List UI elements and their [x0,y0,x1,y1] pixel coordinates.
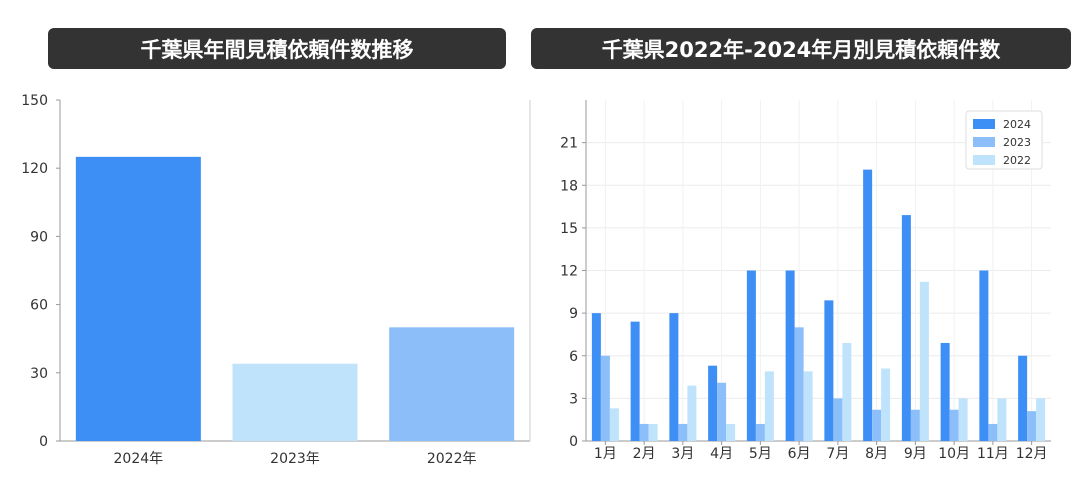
bar-2024-5月 [746,270,756,441]
bar-2023-7月 [833,398,843,441]
bar-2024-10月 [940,342,950,441]
x-tick-label: 3月 [671,446,694,462]
y-tick-label: 30 [30,366,48,382]
y-tick-label: 150 [21,93,48,109]
bar-2023-9月 [910,409,920,441]
bar-2024-7月 [824,300,834,441]
x-tick-label: 6月 [788,446,811,462]
x-tick-label: 4月 [710,446,733,462]
y-tick-label: 9 [569,306,578,322]
bar-2024-4月 [708,365,718,441]
bar-2022-6月 [803,371,813,441]
bar-2023-6月 [794,327,804,441]
annual-chart-title: 千葉県年間見積依頼件数推移 [48,28,506,69]
x-tick-label: 7月 [826,446,849,462]
x-tick-label: 1月 [594,446,617,462]
y-tick-label: 90 [30,229,48,245]
bar-2022-12月 [1036,398,1046,441]
bar-2022-10月 [958,398,968,441]
y-tick-label: 15 [560,221,578,237]
bar-2023-8月 [872,409,882,441]
bar-2023-10月 [949,409,959,441]
x-tick-label: 12月 [1016,446,1048,462]
y-tick-label: 120 [21,161,48,177]
y-tick-label: 3 [569,391,578,407]
x-tick-label: 8月 [865,446,888,462]
bar-2024-11月 [979,270,989,441]
y-tick-label: 0 [569,434,578,450]
bar-2022-8月 [881,368,891,441]
legend-label-2023: 2023 [1003,136,1031,149]
bar-2024-2月 [630,321,640,441]
bar-2022年 [389,327,515,441]
bar-2023-5月 [755,423,765,441]
bar-2023-11月 [988,423,998,441]
bar-2023-3月 [678,423,688,441]
x-tick-label: 2023年 [270,451,320,467]
bar-2022-5月 [764,371,774,441]
y-tick-label: 60 [30,298,48,314]
bar-2022-7月 [842,342,852,441]
y-tick-label: 6 [569,349,578,365]
bar-2024-12月 [1018,355,1028,441]
y-tick-label: 12 [560,264,578,280]
legend-swatch-2023 [973,137,995,147]
x-tick-label: 9月 [904,446,927,462]
bar-2023-2月 [639,423,649,441]
bar-2024年 [75,156,201,442]
bar-2023-4月 [717,382,727,441]
bar-2023-12月 [1027,411,1037,441]
bar-2024-3月 [669,313,679,441]
legend-label-2022: 2022 [1003,154,1031,167]
bar-2022-9月 [919,281,929,441]
monthly-chart-title: 千葉県2022年-2024年月別見積依頼件数 [531,28,1071,69]
y-tick-label: 18 [560,178,578,194]
x-tick-label: 5月 [749,446,772,462]
bar-2024-1月 [591,313,601,441]
x-tick-label: 2月 [633,446,656,462]
legend-swatch-2022 [973,155,995,165]
bar-2024-6月 [785,270,795,441]
y-tick-label: 21 [560,136,578,152]
bar-2024-9月 [901,215,911,441]
legend-label-2024: 2024 [1003,118,1031,131]
legend-swatch-2024 [973,119,995,129]
bar-2022-2月 [648,423,658,441]
x-tick-label: 2024年 [114,451,164,467]
bar-2022-3月 [687,385,697,441]
x-tick-label: 2022年 [427,451,477,467]
bar-2024-8月 [863,169,873,441]
bar-2022-11月 [997,398,1007,441]
bar-2022-1月 [609,408,619,441]
bar-2023年 [232,363,358,441]
x-tick-label: 11月 [977,446,1009,462]
bar-2022-4月 [726,423,736,441]
y-tick-label: 0 [39,434,48,450]
x-tick-label: 10月 [938,446,970,462]
bar-2023-1月 [600,355,610,441]
